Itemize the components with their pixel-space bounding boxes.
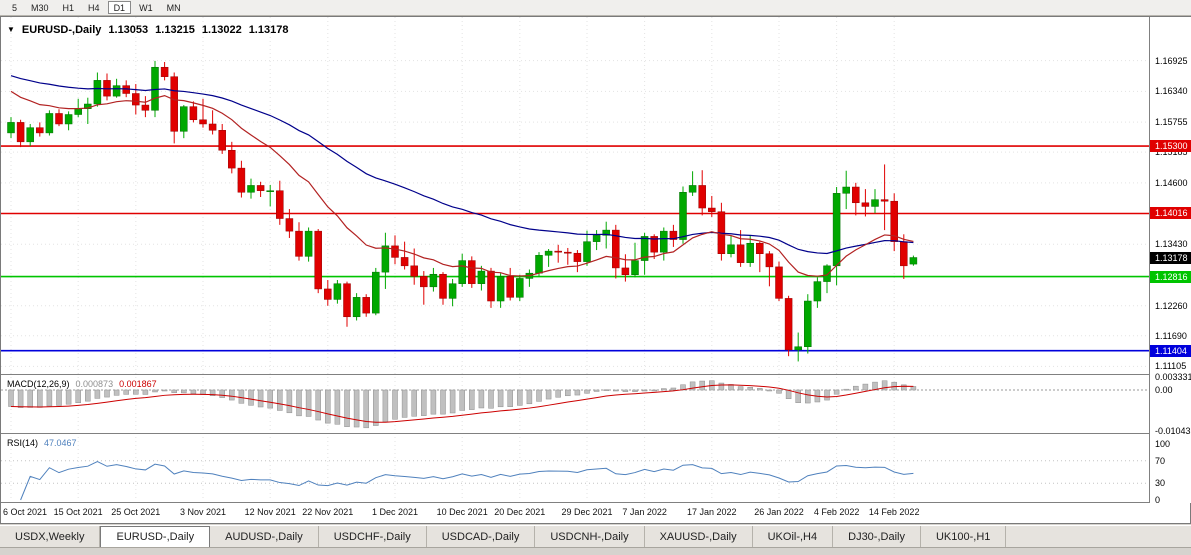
ohlc-close: 1.13178 bbox=[248, 24, 289, 36]
price-level-lines bbox=[1, 145, 1149, 352]
chart-tabs-bar: USDX,Weekly EURUSD-,Daily AUDUSD-,Daily USD… bbox=[0, 525, 1191, 548]
x-axis-label: 3 Nov 2021 bbox=[179, 507, 227, 517]
ohlc-open: 1.13053 bbox=[108, 24, 149, 36]
x-axis-label: 15 Oct 2021 bbox=[53, 507, 103, 517]
price-level-badge: 1.11404 bbox=[1150, 344, 1191, 357]
x-axis-label: 29 Dec 2021 bbox=[561, 507, 613, 517]
chart-canvas[interactable] bbox=[1, 17, 1191, 503]
y-axis-label: 1.16340 bbox=[1155, 86, 1188, 97]
y-axis-label: 1.13430 bbox=[1155, 239, 1188, 250]
tab-usdcnh-daily[interactable]: USDCNH-,Daily bbox=[535, 526, 645, 547]
rsi-axis-label: 70 bbox=[1155, 455, 1166, 466]
y-axis-label: 1.16925 bbox=[1155, 55, 1188, 66]
x-axis-label: 1 Dec 2021 bbox=[371, 507, 419, 517]
chart-title: ▼ EURUSD-,Daily 1.13053 1.13215 1.13022 … bbox=[7, 24, 288, 36]
x-axis-label: 25 Oct 2021 bbox=[111, 507, 161, 517]
x-axis-label: 7 Jan 2022 bbox=[622, 507, 667, 517]
rsi-layer bbox=[1, 460, 1149, 501]
x-axis-label: 26 Jan 2022 bbox=[754, 507, 804, 517]
pane-frame bbox=[1, 17, 1191, 503]
y-axis-label: 1.14600 bbox=[1155, 177, 1188, 188]
timeframe-button-h1[interactable]: H1 bbox=[62, 3, 75, 13]
x-axis-label: 14 Feb 2022 bbox=[868, 507, 920, 517]
tab-dj30-daily[interactable]: DJ30-,Daily bbox=[833, 526, 921, 547]
y-axis-label: 1.11105 bbox=[1155, 361, 1187, 372]
x-axis-label: 6 Oct 2021 bbox=[3, 507, 48, 517]
ma-slow-line bbox=[10, 75, 914, 255]
tab-usdcad-daily[interactable]: USDCAD-,Daily bbox=[426, 526, 536, 547]
rsi-value: 47.0467 bbox=[44, 438, 77, 448]
tab-usdchf-daily[interactable]: USDCHF-,Daily bbox=[318, 526, 427, 547]
rsi-axis-label: 0 bbox=[1155, 495, 1161, 505]
y-axis-label: 1.15185 bbox=[1155, 147, 1188, 158]
timeframe-button-w1[interactable]: W1 bbox=[139, 3, 153, 13]
rsi-value-line bbox=[20, 460, 914, 501]
grid-layer bbox=[1, 17, 1149, 501]
timeframe-toolbar: 5 M30 H1 H4 D1 W1 MN bbox=[0, 0, 1191, 16]
chart-symbol-period: EURUSD-,Daily bbox=[21, 24, 102, 36]
price-level-badge: 1.12816 bbox=[1150, 270, 1191, 283]
x-axis-label: 20 Dec 2021 bbox=[494, 507, 546, 517]
ohlc-low: 1.13022 bbox=[201, 24, 242, 36]
moving-averages-layer bbox=[10, 75, 914, 277]
tab-eurusd-daily[interactable]: EURUSD-,Daily bbox=[100, 526, 211, 547]
ohlc-high: 1.13215 bbox=[155, 24, 195, 36]
x-axis-label: 10 Dec 2021 bbox=[436, 507, 488, 517]
chart-window: ▼ EURUSD-,Daily 1.13053 1.13215 1.13022 … bbox=[0, 16, 1191, 524]
macd-axis-label: 0.00 bbox=[1155, 385, 1173, 395]
rsi-label: RSI(14) bbox=[7, 438, 39, 448]
macd-layer bbox=[1, 380, 1149, 429]
y-axis-label: 1.12260 bbox=[1155, 300, 1188, 311]
candles-layer bbox=[7, 60, 918, 362]
macd-signal-line bbox=[10, 384, 914, 423]
time-axis[interactable]: 6 Oct 2021 15 Oct 2021 25 Oct 2021 3 Nov 20… bbox=[1, 505, 1149, 523]
timeframe-button-mn[interactable]: MN bbox=[166, 3, 181, 13]
x-axis-label: 12 Nov 2021 bbox=[244, 507, 296, 517]
x-axis-label: 17 Jan 2022 bbox=[687, 507, 737, 517]
timeframe-button-h4[interactable]: H4 bbox=[88, 3, 100, 13]
rsi-axis-label: 30 bbox=[1155, 478, 1166, 489]
y-axis-label: 1.11690 bbox=[1155, 330, 1187, 341]
price-level-badge: 1.15300 bbox=[1150, 140, 1191, 153]
timeframe-button-m30[interactable]: M30 bbox=[31, 3, 49, 13]
current-price-badge: 1.13178 bbox=[1150, 251, 1191, 264]
y-axis-label: 1.15755 bbox=[1155, 117, 1188, 128]
window-filler bbox=[0, 549, 1191, 555]
macd-signal-value: 0.001867 bbox=[119, 379, 157, 389]
price-level-badge: 1.14016 bbox=[1150, 207, 1191, 220]
macd-main-value: 0.000873 bbox=[75, 379, 114, 389]
tab-ukoil-h4[interactable]: UKOil-,H4 bbox=[752, 526, 834, 547]
tab-uk100-h1[interactable]: UK100-,H1 bbox=[920, 526, 1007, 547]
macd-indicator-label: MACD(12,26,9) 0.000873 0.001867 bbox=[7, 379, 157, 389]
tab-usdx-weekly[interactable]: USDX,Weekly bbox=[0, 526, 101, 547]
tab-audusd-daily[interactable]: AUDUSD-,Daily bbox=[210, 526, 319, 547]
price-axis[interactable]: 1.16925 1.16340 1.15755 1.15185 1.14600 1.134… bbox=[1150, 17, 1191, 505]
chart-menu-icon[interactable]: ▼ bbox=[7, 25, 15, 34]
macd-label: MACD(12,26,9) bbox=[7, 379, 70, 389]
tab-xauusd-daily[interactable]: XAUUSD-,Daily bbox=[644, 526, 753, 547]
x-axis-label: 22 Nov 2021 bbox=[302, 507, 354, 517]
x-axis-label: 4 Feb 2022 bbox=[813, 507, 860, 517]
rsi-indicator-label: RSI(14) 47.0467 bbox=[7, 438, 77, 448]
rsi-axis-label: 100 bbox=[1155, 439, 1171, 449]
macd-axis-label: 0.003331 bbox=[1155, 372, 1191, 383]
timeframe-button-5[interactable]: 5 bbox=[12, 3, 18, 13]
timeframe-button-d1[interactable]: D1 bbox=[107, 1, 132, 14]
ma-fast-line bbox=[10, 90, 914, 277]
